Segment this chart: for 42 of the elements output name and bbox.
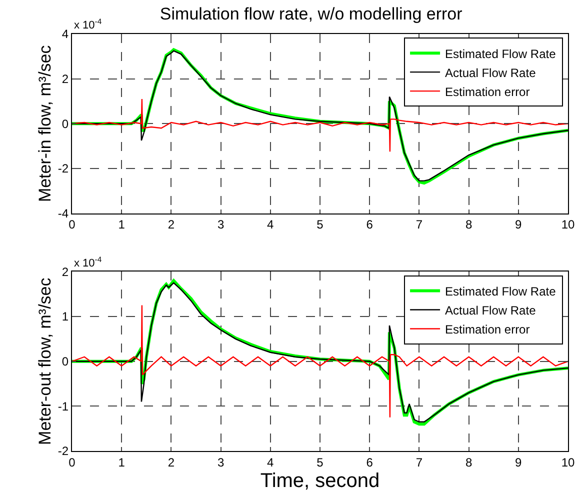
legend-label: Estimation error	[445, 322, 530, 336]
legend-label: Estimated Flow Rate	[445, 46, 556, 61]
y-tick-label: 1	[62, 310, 69, 324]
y-tick-label: -2	[58, 444, 69, 458]
y-tick-label: -1	[58, 399, 69, 414]
y-tick-label: 2	[62, 264, 69, 279]
text: x 10$^{-4}$	[74, 17, 102, 32]
x-tick-label: 3	[217, 455, 224, 470]
x-tick-label: 6	[366, 455, 374, 470]
legend-label: Estimated Flow Rate	[445, 284, 556, 298]
x-tick-label: 2	[168, 455, 175, 470]
x-tick-label: 9	[515, 218, 522, 232]
x-tick-label: 3	[217, 218, 224, 232]
legend-label: Actual Flow Rate	[445, 303, 536, 318]
y-axis-title: Meter-out flow, m³/sec	[35, 277, 54, 445]
x-tick-label: 1	[118, 455, 126, 470]
x-tick-label: 6	[366, 218, 374, 232]
x-tick-label: 5	[316, 455, 324, 470]
chart-title: Simulation flow rate, w/o modelling error	[160, 4, 463, 24]
x-tick-label: 8	[465, 218, 472, 232]
legend-label: Actual Flow Rate	[445, 66, 536, 80]
x-tick-label: 10	[561, 455, 575, 470]
x-tick-label: 4	[267, 218, 274, 232]
x-tick-label: 10	[561, 218, 575, 232]
x-tick-label: 7	[416, 218, 423, 232]
y-tick-label: 2	[62, 72, 69, 86]
legend-label: Estimation error	[445, 84, 530, 99]
x-tick-label: 5	[316, 218, 324, 232]
x-tick-label: 8	[465, 455, 472, 470]
x-axis-title: Time, second	[260, 470, 380, 492]
y-tick-label: 0	[62, 116, 69, 131]
text: x 10$^{-4}$	[74, 255, 102, 270]
x-tick-label: 1	[118, 218, 126, 232]
y-axis-title: Meter-in flow, m³/sec	[35, 44, 54, 202]
x-tick-label: 9	[515, 455, 522, 470]
x-tick-label: 2	[168, 218, 175, 232]
y-tick-label: -2	[58, 162, 69, 176]
y-tick-label: 0	[62, 354, 69, 369]
y-tick-label: 4	[62, 27, 69, 42]
y-tick-label: -4	[58, 206, 69, 221]
x-tick-label: 7	[416, 455, 423, 470]
x-tick-label: 4	[267, 455, 274, 470]
